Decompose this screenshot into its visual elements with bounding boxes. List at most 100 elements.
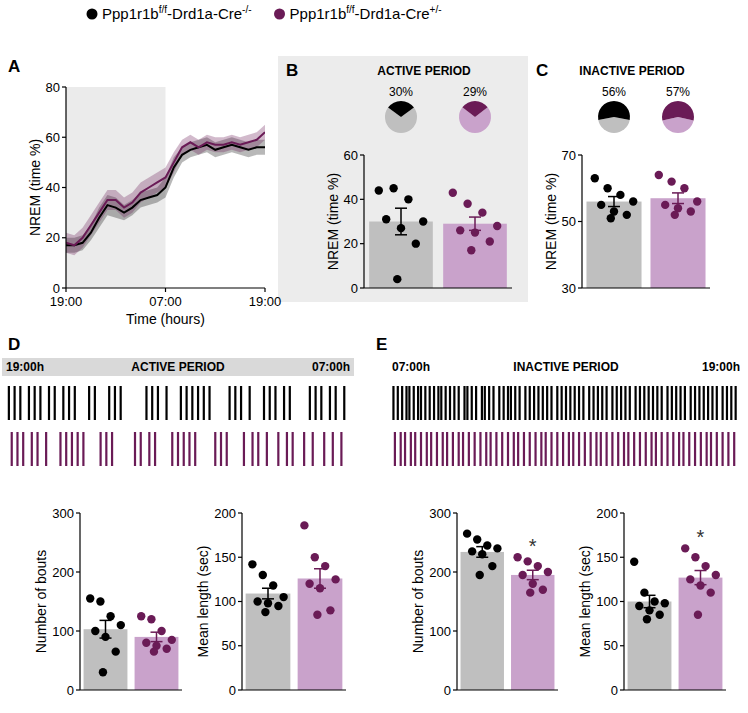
x-tick [65, 288, 66, 292]
sleep-bout [430, 432, 432, 466]
sleep-bout [203, 386, 205, 420]
sleep-bout [540, 432, 542, 466]
y-tick-label: 100 [214, 594, 236, 609]
sleep-bout [45, 432, 47, 466]
sleep-bout [312, 432, 314, 466]
data-point [321, 562, 329, 570]
data-point [163, 645, 171, 653]
sleep-bout [495, 432, 497, 466]
y-tick [453, 512, 457, 513]
sleep-bout [414, 432, 416, 466]
y-tick-label: 40 [344, 192, 358, 207]
plot-area [392, 386, 736, 466]
data-point [694, 611, 702, 619]
sleep-bout [303, 432, 305, 466]
y-tick [360, 287, 364, 288]
data-point [86, 594, 94, 602]
data-point [591, 174, 599, 182]
sleep-bout [177, 432, 179, 466]
sleep-bout [94, 386, 96, 420]
sleep-bout [595, 432, 597, 466]
x-axis [582, 288, 710, 289]
sleep-bout [648, 386, 650, 420]
sleep-bout [39, 386, 41, 420]
y-tick [360, 199, 364, 200]
panel-title: ACTIVE PERIOD [131, 360, 225, 374]
sleep-bout [507, 432, 509, 466]
sleep-bout [550, 386, 552, 420]
data-point [456, 226, 464, 234]
error-bar-cap [672, 192, 684, 194]
data-point [486, 237, 494, 245]
sleep-bout [562, 432, 564, 466]
bar [84, 629, 128, 690]
data-point [661, 599, 669, 607]
bar [586, 202, 641, 288]
sleep-bout [698, 386, 700, 420]
y-tick-label: 50 [604, 638, 618, 653]
sleep-bout [188, 432, 190, 466]
data-point [640, 588, 648, 596]
data-point [382, 215, 390, 223]
y-axis [363, 155, 364, 288]
data-point [650, 597, 658, 605]
sleep-bout [283, 386, 285, 420]
data-point [661, 201, 669, 209]
sleep-bout [661, 386, 663, 420]
y-axis-title: Mean length (sec) [195, 545, 211, 657]
sleep-bout [623, 432, 625, 466]
y-tick [238, 512, 242, 513]
sleep-bout [286, 432, 288, 466]
data-point [375, 186, 383, 194]
sleep-bout [458, 386, 460, 420]
y-tick [620, 645, 624, 646]
legend-part: Ppp1r1b [102, 5, 159, 22]
sleep-bout [436, 432, 438, 466]
data-point [300, 521, 308, 529]
legend-part: f/f [346, 4, 355, 15]
sleep-bout [394, 432, 396, 466]
sleep-bout [446, 432, 448, 466]
y-tick [76, 630, 80, 631]
sleep-bout [556, 386, 558, 420]
plot-area [461, 529, 555, 690]
y-tick-label: 20 [344, 236, 358, 251]
plot-area [84, 594, 179, 690]
sleep-bout [292, 432, 294, 466]
plot-area [246, 521, 343, 690]
sleep-bout [62, 386, 64, 420]
error-bar-cap [608, 206, 620, 208]
sleep-bout [14, 386, 16, 420]
sleep-bout [503, 386, 505, 420]
sleep-bout [323, 432, 325, 466]
annotation: * [529, 535, 537, 557]
bar [443, 224, 507, 288]
y-tick [453, 571, 457, 572]
y-tick [62, 237, 66, 238]
sleep-bout [627, 432, 629, 466]
y-axis-title: NREM (time %) [27, 139, 43, 236]
y-tick-label: 70 [562, 148, 576, 163]
sleep-bout [481, 386, 483, 420]
y-tick [238, 601, 242, 602]
y-axis-title: Mean length (sec) [577, 545, 593, 657]
sleep-bout [171, 432, 173, 466]
sleep-bout [426, 432, 428, 466]
y-tick-label: 200 [596, 506, 618, 521]
y-tick-label: 40 [46, 180, 60, 195]
data-point [712, 571, 720, 579]
sleep-bout [545, 432, 547, 466]
error-bar-stem [613, 197, 615, 207]
sleep-bout [392, 386, 394, 420]
sleep-bout [332, 432, 334, 466]
y-tick-label: 150 [596, 550, 618, 565]
y-tick-label: 30 [562, 281, 576, 296]
panel-title: INACTIVE PERIOD [579, 64, 685, 78]
data-point [313, 611, 321, 619]
sleep-bout [251, 432, 253, 466]
y-tick-label: 50 [562, 214, 576, 229]
sleep-bout [650, 432, 652, 466]
error-bar [527, 570, 539, 579]
sleep-bout [537, 386, 539, 420]
x-axis [457, 690, 558, 691]
